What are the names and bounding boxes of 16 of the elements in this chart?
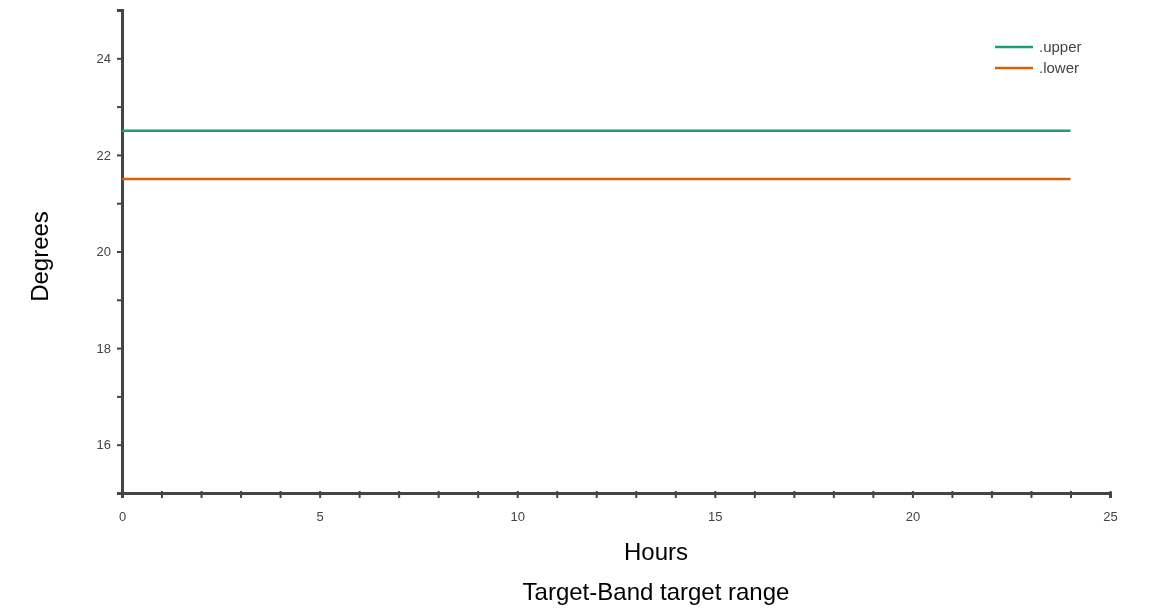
y-tick-label: 20 bbox=[96, 244, 111, 260]
x-tick-label: 25 bbox=[1103, 509, 1118, 525]
legend-label: .upper bbox=[1039, 38, 1082, 55]
y-tick-label: 24 bbox=[96, 50, 111, 66]
legend-label: .lower bbox=[1039, 59, 1080, 76]
y-tick-label: 18 bbox=[96, 340, 111, 356]
x-tick-label: 10 bbox=[510, 509, 525, 525]
x-tick-label: 0 bbox=[118, 509, 127, 525]
y-axis-title: Degrees bbox=[26, 211, 53, 302]
text: Target-Band target range bbox=[522, 578, 790, 605]
y-tick-label: 16 bbox=[96, 437, 111, 453]
y-tick-label: 22 bbox=[96, 147, 111, 163]
x-tick-label: 20 bbox=[905, 509, 921, 525]
x-tick-label: 15 bbox=[708, 509, 723, 525]
x-tick-label: 5 bbox=[316, 509, 324, 525]
x-axis-title: Hours bbox=[623, 538, 689, 565]
